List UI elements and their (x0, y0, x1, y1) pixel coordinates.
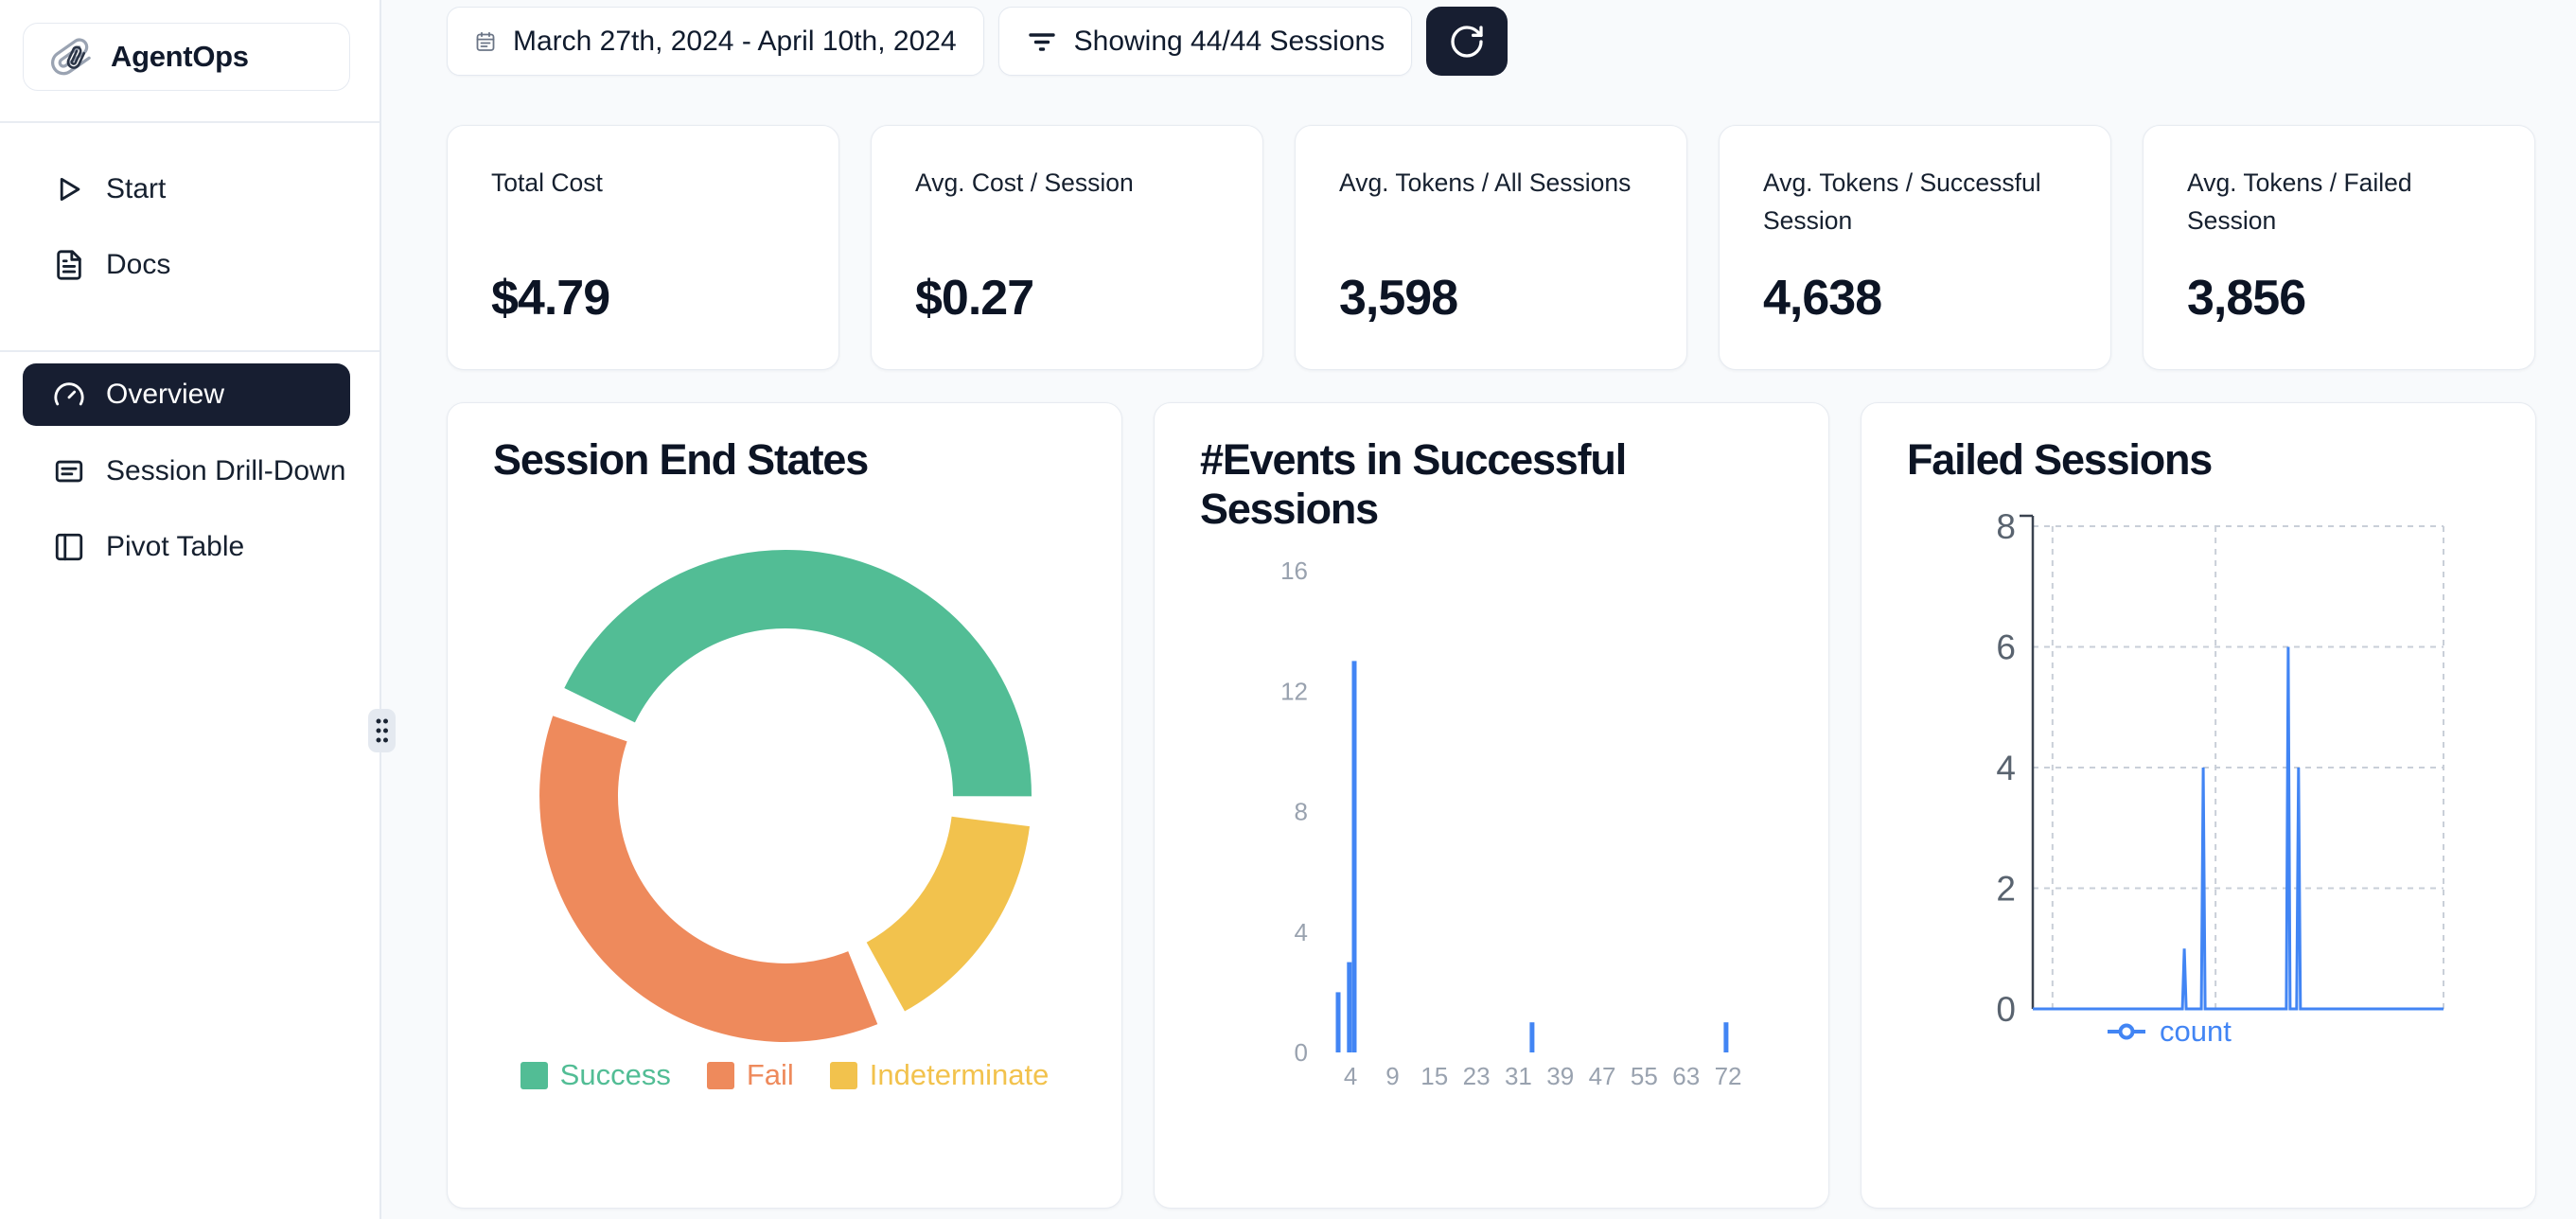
charts-row: Session End States Success Fail Indeterm… (447, 402, 2536, 1209)
svg-text:31: 31 (1505, 1062, 1532, 1090)
paperclip-icon (50, 35, 94, 79)
svg-text:55: 55 (1631, 1062, 1658, 1090)
chart-title: #Events in Successful Sessions (1200, 435, 1627, 533)
panel-left-icon (53, 531, 85, 563)
stat-value: 3,856 (2187, 271, 2306, 326)
donut-legend: Success Fail Indeterminate (448, 1058, 1121, 1092)
drag-dots-icon (372, 714, 392, 748)
list-box-icon (53, 455, 85, 487)
sidebar-resize-handle[interactable] (368, 709, 396, 752)
svg-text:15: 15 (1420, 1062, 1448, 1090)
failed-sessions-plot: 8 6 4 2 0 (1861, 507, 2537, 1099)
sidebar-divider (0, 121, 379, 123)
date-range-label: March 27th, 2024 - April 10th, 2024 (513, 25, 957, 57)
sidebar-item-label: Start (106, 173, 167, 204)
stat-value: 3,598 (1339, 271, 1458, 326)
stat-card-total-cost: Total Cost $4.79 (447, 125, 839, 370)
play-icon (53, 173, 85, 205)
logo-text: AgentOps (111, 40, 249, 73)
svg-text:72: 72 (1715, 1062, 1742, 1090)
svg-text:4: 4 (1344, 1062, 1357, 1090)
sessions-filter-label: Showing 44/44 Sessions (1073, 25, 1385, 57)
stat-label: Total Cost (491, 168, 603, 197)
sidebar-item-label: Docs (106, 249, 171, 280)
svg-text:47: 47 (1589, 1062, 1616, 1090)
line-marker-icon (2106, 1022, 2147, 1041)
stat-card-avg-cost-session: Avg. Cost / Session $0.27 (871, 125, 1263, 370)
stat-value: 4,638 (1763, 271, 1882, 326)
svg-text:16: 16 (1280, 556, 1308, 585)
refresh-button[interactable] (1426, 7, 1509, 76)
stat-label: Avg. Tokens / Successful Session (1763, 168, 2041, 235)
count-legend-label: count (2160, 1015, 2232, 1048)
sidebar-item-label: Overview (106, 379, 225, 410)
chart-title: Session End States (493, 435, 869, 484)
success-swatch (520, 1061, 548, 1089)
sessions-filter-button[interactable]: Showing 44/44 Sessions (997, 7, 1413, 76)
stat-card-avg-tokens-failed: Avg. Tokens / Failed Session 3,856 (2143, 125, 2535, 370)
indeterminate-swatch (829, 1061, 857, 1089)
svg-text:4: 4 (1295, 918, 1308, 946)
legend-item-success[interactable]: Success (520, 1058, 671, 1092)
legend-label: Fail (746, 1058, 794, 1091)
logo[interactable]: AgentOps (23, 23, 350, 91)
svg-text:8: 8 (1295, 798, 1308, 826)
stat-value: $0.27 (915, 271, 1034, 326)
stat-card-avg-tokens-successful: Avg. Tokens / Successful Session 4,638 (1719, 125, 2111, 370)
svg-text:6: 6 (1996, 628, 2016, 667)
session-end-states-card: Session End States Success Fail Indeterm… (447, 402, 1122, 1209)
sidebar-item-overview[interactable]: Overview (23, 363, 350, 426)
fail-swatch (706, 1061, 734, 1089)
events-in-successful-sessions-card: #Events in Successful Sessions 16 12 8 4 0 4 9… (1154, 402, 1829, 1209)
svg-text:0: 0 (1996, 990, 2016, 1029)
sidebar-item-docs[interactable]: Docs (23, 234, 350, 296)
failed-sessions-card: Failed Sessions 8 6 4 2 0 count (1861, 402, 2536, 1209)
sidebar-item-label: Session Drill-Down (106, 455, 346, 486)
date-range-button[interactable]: March 27th, 2024 - April 10th, 2024 (447, 7, 984, 76)
count-legend[interactable]: count (2106, 1015, 2232, 1049)
legend-label: Indeterminate (869, 1058, 1050, 1091)
session-end-states-donut (448, 517, 1123, 1070)
stat-label: Avg. Tokens / All Sessions (1339, 168, 1632, 197)
events-histogram: 16 12 8 4 0 4 9 15 23 31 39 47 55 63 72 (1155, 545, 1830, 1165)
gauge-icon (53, 379, 85, 411)
sidebar-item-session-drill-down[interactable]: Session Drill-Down (23, 440, 350, 503)
svg-text:4: 4 (1996, 749, 2016, 787)
svg-text:9: 9 (1385, 1062, 1399, 1090)
svg-text:23: 23 (1463, 1062, 1491, 1090)
legend-label: Success (559, 1058, 671, 1091)
document-icon (53, 249, 85, 281)
sidebar-item-start[interactable]: Start (23, 158, 350, 221)
sidebar-item-label: Pivot Table (106, 531, 245, 562)
filter-lines-icon (1026, 26, 1058, 57)
stat-card-avg-tokens-all: Avg. Tokens / All Sessions 3,598 (1295, 125, 1687, 370)
stat-value: $4.79 (491, 271, 610, 326)
svg-text:63: 63 (1672, 1062, 1700, 1090)
stat-label: Avg. Tokens / Failed Session (2187, 168, 2412, 235)
stat-label: Avg. Cost / Session (915, 168, 1134, 197)
svg-text:39: 39 (1546, 1062, 1574, 1090)
svg-text:12: 12 (1280, 677, 1308, 705)
refresh-icon (1448, 23, 1486, 61)
legend-item-fail[interactable]: Fail (706, 1058, 794, 1092)
chart-title: Failed Sessions (1907, 435, 2213, 484)
legend-item-indeterminate[interactable]: Indeterminate (829, 1058, 1050, 1092)
calendar-icon (474, 30, 497, 53)
stats-row: Total Cost $4.79 Avg. Cost / Session $0.… (447, 125, 2535, 370)
sidebar: AgentOps Start Docs (0, 0, 381, 1219)
sidebar-item-pivot-table[interactable]: Pivot Table (23, 516, 350, 578)
svg-text:2: 2 (1996, 870, 2016, 909)
sidebar-divider (0, 350, 379, 352)
svg-text:8: 8 (1996, 507, 2016, 546)
topbar: March 27th, 2024 - April 10th, 2024 Show… (447, 7, 1509, 76)
svg-text:0: 0 (1295, 1038, 1308, 1067)
